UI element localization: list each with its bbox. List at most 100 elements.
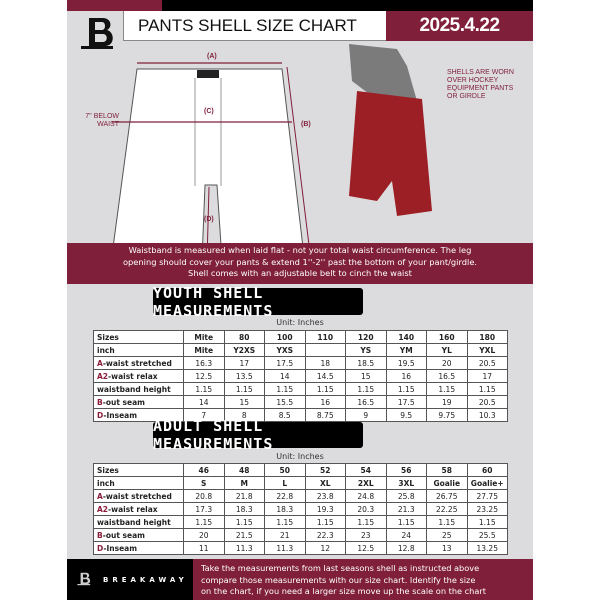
- table-row: B-out seam 14 15 15.5 16 16.5 17.5 19 20.5: [93, 395, 508, 409]
- table-cell: 15: [345, 369, 387, 383]
- table-cell: 12: [304, 541, 346, 555]
- row-label-text: -waist stretched: [102, 358, 172, 368]
- instruction-line: opening should cover your pants & extend…: [122, 256, 478, 267]
- table-cell: 22.8: [264, 489, 306, 503]
- shorts-outline-illustration: [112, 44, 432, 243]
- table-cell: 20.5: [466, 395, 508, 409]
- row-label: A2-waist relax: [93, 502, 184, 516]
- table-cell: 25.5: [466, 528, 508, 542]
- table-cell: 52: [304, 463, 346, 477]
- note-line: WAIST: [97, 121, 119, 128]
- row-label: A-waist stretched: [93, 489, 184, 503]
- table-cell: 23.25: [466, 502, 508, 516]
- table-row: inch S M L XL 2XL 3XL Goalie Goalie+: [93, 476, 508, 490]
- table-cell: 140: [385, 330, 427, 344]
- table-cell: 9.5: [385, 408, 427, 422]
- table-cell: Goalie+: [466, 476, 508, 490]
- below-waist-note: 7'' BELOW WAIST: [83, 113, 119, 129]
- table-cell: 56: [385, 463, 427, 477]
- table-cell: Mite: [183, 330, 225, 344]
- table-cell: 23: [345, 528, 387, 542]
- row-label-text: waistband height: [97, 384, 171, 394]
- row-label: A-waist stretched: [93, 356, 184, 370]
- table-cell: 13.5: [223, 369, 265, 383]
- table-cell: 17: [223, 356, 265, 370]
- table-cell: 20.3: [345, 502, 387, 516]
- row-label-text: waistband height: [97, 517, 171, 527]
- table-cell: 12.8: [385, 541, 427, 555]
- table-cell: 1.15: [385, 382, 427, 396]
- table-cell: 18: [304, 356, 346, 370]
- table-cell: YXL: [466, 343, 508, 357]
- label-d: (D): [204, 216, 214, 223]
- table-cell: YM: [385, 343, 427, 357]
- table-cell: 17: [466, 369, 508, 383]
- measurement-instructions: Waistband is measured when laid flat - n…: [67, 243, 533, 284]
- table-cell: 10.3: [466, 408, 508, 422]
- table-cell: 15.5: [264, 395, 306, 409]
- footer-brand: BREAKAWAY: [67, 559, 193, 600]
- table-cell: 1.15: [183, 515, 225, 529]
- table-cell: 1.15: [466, 382, 508, 396]
- size-chart-page: PANTS SHELL SIZE CHART 2025.4.22 (A) (C)…: [67, 0, 533, 600]
- table-cell: 1.15: [304, 515, 346, 529]
- table-cell: 48: [223, 463, 265, 477]
- table-cell: 21.8: [223, 489, 265, 503]
- table-row: D-Inseam 11 11.3 11.3 12 12.5 12.8 13 13.25: [93, 541, 508, 555]
- row-label-text: -Inseam: [103, 543, 138, 553]
- table-cell: 1.15: [345, 515, 387, 529]
- table-cell: 17.5: [264, 356, 306, 370]
- row-label: waistband height: [93, 515, 184, 529]
- table-cell: 25: [426, 528, 468, 542]
- table-row: D-Inseam 7 8 8.5 8.75 9 9.5 9.75 10.3: [93, 408, 508, 422]
- label-a: (A): [207, 53, 217, 60]
- footer-instructions: Take the measurements from last seasons …: [193, 559, 533, 600]
- table-cell: 12.5: [183, 369, 225, 383]
- table-cell: YXS: [264, 343, 306, 357]
- row-label: inch: [93, 343, 184, 357]
- pants-diagram: (A) (C) (B) (D) 7'' BELOW WAIST SHELLS AR…: [67, 41, 533, 243]
- table-cell: 18.3: [223, 502, 265, 516]
- youth-unit-label: Unit: Inches: [276, 318, 324, 327]
- row-label: B-out seam: [93, 528, 184, 542]
- table-cell: 11: [183, 541, 225, 555]
- row-label: Sizes: [93, 330, 184, 344]
- table-cell: 21.5: [223, 528, 265, 542]
- row-label-text: -waist stretched: [102, 491, 172, 501]
- table-cell: 16.3: [183, 356, 225, 370]
- table-cell: 1.15: [264, 382, 306, 396]
- label-b: (B): [301, 121, 311, 128]
- table-cell: 11.3: [223, 541, 265, 555]
- table-cell: [304, 343, 346, 357]
- table-cell: 20: [426, 356, 468, 370]
- youth-size-table: Sizes Mite 80 100 110 120 140 160 180 inch Mite Y2X…: [93, 330, 508, 422]
- table-cell: 20.8: [183, 489, 225, 503]
- table-cell: 24: [385, 528, 427, 542]
- note-line: OVER HOCKEY: [447, 77, 499, 84]
- row-label: D-Inseam: [93, 408, 184, 422]
- table-cell: 1.15: [264, 515, 306, 529]
- table-cell: 1.15: [223, 515, 265, 529]
- table-cell: 9.75: [426, 408, 468, 422]
- table-cell: 9: [345, 408, 387, 422]
- row-label: A2-waist relax: [93, 369, 184, 383]
- table-cell: M: [223, 476, 265, 490]
- table-cell: Goalie: [426, 476, 468, 490]
- table-cell: 14.5: [304, 369, 346, 383]
- table-cell: 54: [345, 463, 387, 477]
- table-cell: 16: [304, 395, 346, 409]
- table-cell: 7: [183, 408, 225, 422]
- table-row: waistband height 1.15 1.15 1.15 1.15 1.15 1.15…: [93, 515, 508, 529]
- footer-line: on the chart, if you need a larger size …: [201, 586, 486, 596]
- youth-section-title: YOUTH SHELL MEASUREMENTS: [153, 284, 363, 320]
- note-line: SHELLS ARE WORN: [447, 69, 514, 76]
- table-cell: YL: [426, 343, 468, 357]
- adult-section-title: ADULT SHELL MEASUREMENTS: [153, 417, 363, 453]
- adult-unit-label: Unit: Inches: [276, 452, 324, 461]
- table-cell: 26.75: [426, 489, 468, 503]
- top-bar-accent: [67, 0, 162, 11]
- adult-size-table: Sizes 46 48 50 52 54 56 58 60 inch S M L XL 2XL 3XL Goal…: [93, 463, 508, 555]
- table-cell: 1.15: [426, 515, 468, 529]
- row-label-text: -out seam: [102, 397, 145, 407]
- table-cell: 12.5: [345, 541, 387, 555]
